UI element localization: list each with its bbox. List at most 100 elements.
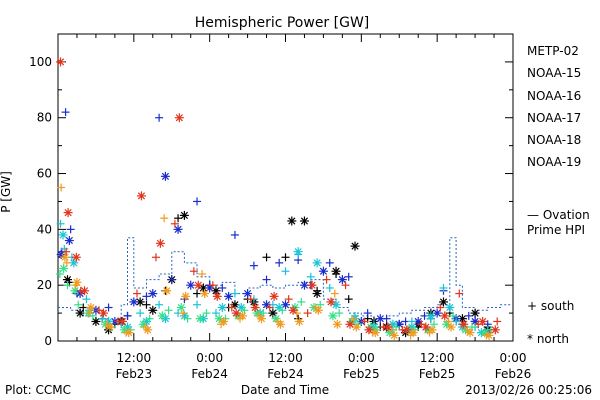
north-point xyxy=(288,305,298,315)
legend-entry: NOAA-18 xyxy=(527,133,581,147)
south-point xyxy=(193,300,202,309)
south-point xyxy=(322,275,331,284)
north-point xyxy=(80,286,90,296)
south-point xyxy=(325,283,334,292)
north-point xyxy=(313,305,323,315)
south-point xyxy=(198,270,207,279)
north-point xyxy=(426,311,436,321)
north-point xyxy=(287,216,297,226)
north-point-d2 xyxy=(313,289,321,298)
plot-credit: Plot: CCMC xyxy=(5,383,71,397)
south-point xyxy=(155,300,164,309)
south-point xyxy=(392,323,401,332)
north-point xyxy=(193,280,203,290)
north-point-d2 xyxy=(92,317,100,326)
north-point xyxy=(299,216,309,226)
x-tick-label-time: 0:00 xyxy=(500,351,527,365)
north-point-d2 xyxy=(270,292,278,300)
legend-north: * north xyxy=(527,332,569,346)
south-point xyxy=(74,300,83,309)
x-tick-label-date: Feb26 xyxy=(495,367,532,381)
north-point-d2 xyxy=(390,331,398,340)
north-point-d2 xyxy=(294,248,302,256)
south-point xyxy=(151,253,160,262)
north-point-d2 xyxy=(196,315,204,323)
north-point-d2 xyxy=(414,317,422,326)
y-tick-label: 100 xyxy=(29,55,52,69)
north-point-d2 xyxy=(480,329,489,337)
north-point-d2 xyxy=(76,309,84,317)
north-point xyxy=(181,291,191,301)
south-point xyxy=(278,306,287,315)
north-point-d2 xyxy=(187,281,195,289)
north-point-d2 xyxy=(300,217,309,225)
north-point-d2 xyxy=(313,259,321,267)
x-tick-label-date: Feb25 xyxy=(419,367,456,381)
north-point-d2 xyxy=(156,239,164,247)
north-point-d2 xyxy=(57,250,65,259)
south-point xyxy=(170,219,179,228)
north-point xyxy=(440,311,450,321)
north-point-d2 xyxy=(161,172,170,180)
north-point-d2 xyxy=(447,323,455,331)
south-point xyxy=(303,309,312,318)
north-point xyxy=(162,286,172,296)
north-point-d2 xyxy=(441,312,449,320)
legend-entry: METP-02 xyxy=(527,44,579,58)
south-point xyxy=(316,300,325,309)
north-point-d2 xyxy=(137,192,146,200)
x-tick-label-time: 0:00 xyxy=(348,351,375,365)
north-point-d2 xyxy=(232,309,240,317)
north-point xyxy=(174,113,184,123)
south-point xyxy=(344,272,353,281)
north-point xyxy=(370,328,380,338)
north-point xyxy=(274,303,284,313)
north-point-d2 xyxy=(251,303,259,312)
north-point-d2 xyxy=(76,289,84,298)
south-point xyxy=(56,219,65,228)
north-point xyxy=(70,286,80,296)
north-point xyxy=(269,291,279,301)
north-point-d2 xyxy=(351,242,359,250)
legend-south: + south xyxy=(527,299,574,313)
north-point xyxy=(173,224,183,234)
north-point xyxy=(64,236,74,246)
north-point-d2 xyxy=(439,298,448,306)
north-point xyxy=(389,330,399,340)
south-point xyxy=(55,270,64,279)
south-point xyxy=(164,306,173,315)
north-point xyxy=(179,210,189,220)
north-point-d2 xyxy=(403,326,411,334)
south-point xyxy=(325,258,334,267)
north-point-d2 xyxy=(144,326,152,334)
y-tick-label: 0 xyxy=(44,334,52,348)
north-point-d2 xyxy=(428,326,436,334)
south-point xyxy=(66,225,75,234)
north-point xyxy=(86,303,96,313)
north-point xyxy=(58,230,68,240)
legend-entry: NOAA-16 xyxy=(527,89,581,103)
north-point-d2 xyxy=(65,236,73,245)
legend-entry: NOAA-17 xyxy=(527,111,581,125)
north-point xyxy=(307,280,317,290)
south-point xyxy=(284,295,293,304)
south-point xyxy=(439,283,448,292)
north-point-d2 xyxy=(194,281,202,289)
south-point xyxy=(230,289,239,298)
south-point xyxy=(136,309,145,318)
north-point-d2 xyxy=(275,303,283,312)
north-point xyxy=(328,311,338,321)
north-point xyxy=(294,316,304,326)
north-point-d2 xyxy=(269,309,277,317)
south-point xyxy=(452,317,461,326)
north-point-d2 xyxy=(409,329,417,337)
north-point-d2 xyxy=(72,253,80,261)
north-point-d2 xyxy=(458,315,467,323)
north-point-d2 xyxy=(206,284,214,292)
north-point xyxy=(176,303,186,313)
north-point-d2 xyxy=(177,303,185,312)
south-point xyxy=(62,247,71,256)
north-point-d2 xyxy=(466,329,474,337)
south-point xyxy=(85,309,94,318)
north-point-d2 xyxy=(120,326,128,334)
